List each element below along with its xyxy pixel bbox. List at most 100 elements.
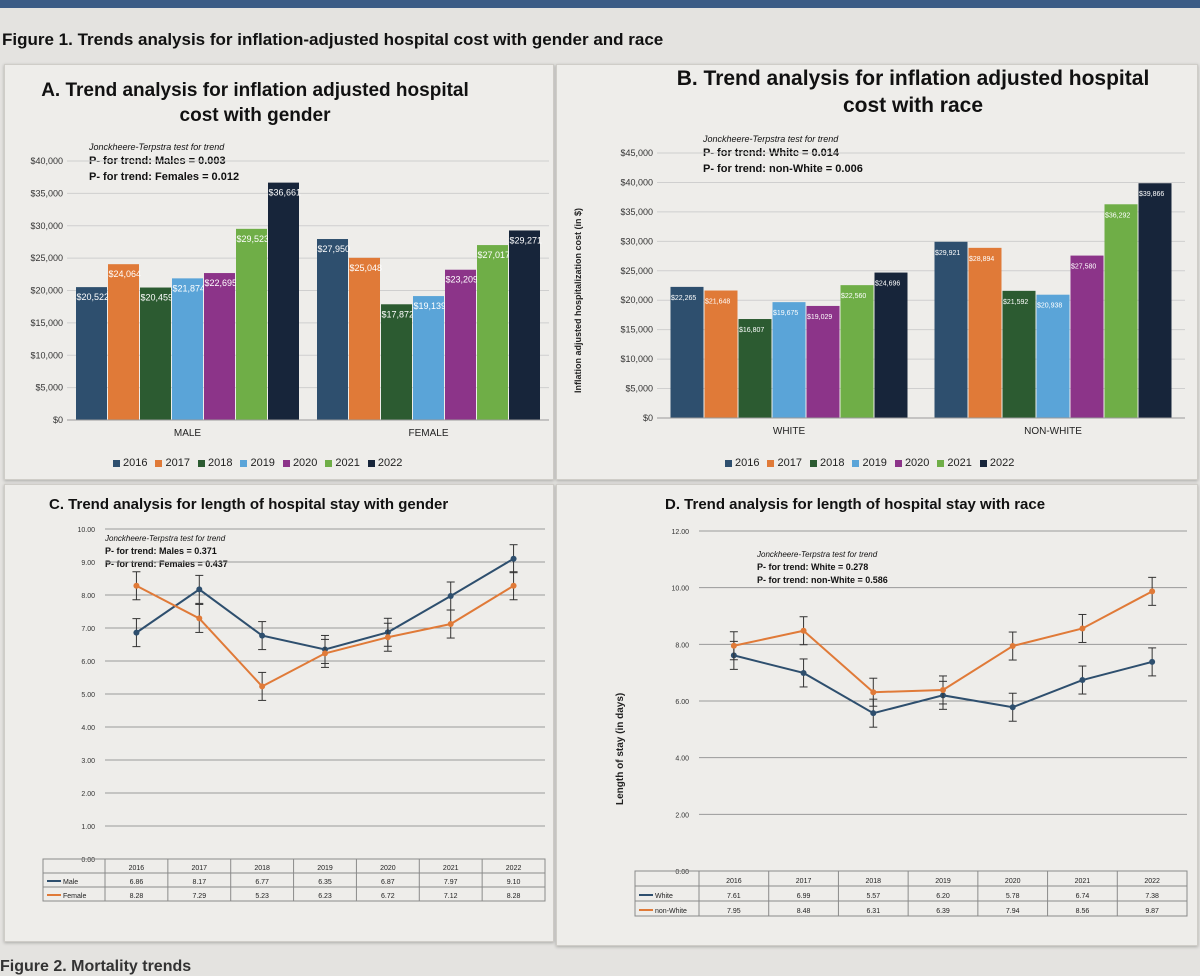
table-value-cell: 7.94 (1006, 908, 1020, 915)
panel-b-bar-chart: $0 $5,000 $10,000 $15,000 $20,000 $25,000 $30,… (620, 148, 1185, 437)
panel-c-los-by-gender: C. Trend analysis for length of hospital… (4, 484, 554, 942)
data-table-frame (634, 870, 1188, 917)
y-tick-label: 1.00 (81, 824, 95, 831)
y-tick-label: $25,000 (620, 266, 653, 276)
data-point (730, 642, 737, 649)
panel-d-los-by-race: D. Trend analysis for length of hospital… (556, 484, 1198, 946)
y-tick-label: 10.00 (77, 527, 95, 534)
bar-2022-female (509, 230, 540, 420)
table-series-name: Female (63, 893, 86, 900)
bar-2016-female (317, 239, 348, 420)
data-point (940, 686, 946, 693)
y-tick-label: 12.00 (671, 529, 689, 536)
table-value-cell: 6.87 (381, 879, 395, 886)
bar-2022-male (268, 182, 299, 420)
table-value-cell: 6.35 (318, 879, 332, 886)
x-tick-label: 2020 (1005, 878, 1021, 885)
y-tick-label: $35,000 (30, 188, 63, 198)
panel-b-p-nonwhite: P- for trend: non-White = 0.006 (703, 162, 863, 175)
legend-label: 2017 (777, 457, 802, 469)
legend-item-2018: 2018 (197, 457, 232, 469)
y-tick-label: $20,000 (30, 286, 63, 296)
x-tick-label: 2021 (443, 865, 459, 872)
y-tick-label: 4.00 (81, 725, 95, 732)
x-tick-label: 2016 (726, 878, 742, 885)
legend-item-2021: 2021 (325, 457, 360, 469)
bar-value-label: $29,271 (510, 235, 543, 245)
bar-2020-female (445, 269, 476, 420)
panel-a-legend: 2016 2017 2018 2019 2020 2021 2022 (113, 457, 402, 469)
bar-value-label: $29,523 (237, 234, 270, 244)
bar-value-label: $17,872 (382, 309, 415, 319)
legend-swatch (113, 459, 120, 467)
y-tick-label: 0.00 (81, 857, 95, 864)
panel-d-p-nonwhite: P- for trend: non-White = 0.586 (757, 574, 888, 585)
bar-value-label: $28,894 (969, 256, 994, 263)
bar-2019-non-white (1036, 294, 1070, 418)
y-tick-label: 8.00 (81, 593, 95, 600)
panel-a-bar-chart: $0 $5,000 $10,000 $15,000 $20,000 $25,000 $30,… (30, 156, 549, 439)
figure-2-title: Figure 2. Mortality trends (0, 958, 192, 975)
legend-label: 2020 (292, 457, 318, 469)
legend-swatch (155, 459, 163, 467)
table-value-cell: 6.20 (936, 893, 950, 900)
x-tick-label: 2018 (865, 878, 881, 885)
bar-value-label: $19,139 (414, 301, 447, 311)
panel-a-title-line2: cost with gender (179, 104, 331, 126)
legend-item-2016: 2016 (113, 457, 147, 469)
x-tick-label: 2018 (254, 865, 270, 872)
bar-value-label: $29,921 (935, 250, 960, 257)
bar-2018-female (381, 304, 412, 420)
bar-value-label: $27,017 (478, 250, 511, 260)
panel-a-title: A. Trend analysis for inflation adjusted… (25, 79, 485, 128)
legend-item-2022: 2022 (979, 457, 1014, 469)
table-value-cell: 6.72 (381, 893, 395, 900)
bar-2018-male (140, 287, 171, 420)
x-tick-label: 2017 (796, 878, 812, 885)
data-point (870, 689, 877, 696)
data-point (196, 615, 203, 622)
bar-value-label: $24,064 (109, 269, 142, 279)
y-tick-label: 9.00 (81, 560, 95, 567)
legend-label: 2017 (165, 457, 190, 469)
bar-value-label: $21,592 (1003, 299, 1028, 306)
y-tick-label: $15,000 (30, 318, 63, 328)
panel-a-cost-by-gender: A. Trend analysis for inflation adjusted… (4, 64, 554, 480)
panel-c-test-note: Jonckheere-Terpstra test for trend P- fo… (105, 533, 228, 571)
panel-c-p-males: P- for trend: Males = 0.371 (105, 545, 217, 556)
y-tick-label: 10.00 (671, 586, 689, 593)
data-point (870, 710, 877, 717)
y-tick-label: $5,000 (625, 384, 653, 394)
bar-2017-male (108, 264, 139, 420)
table-value-cell: 6.86 (130, 879, 144, 886)
bar-value-label: $16,807 (739, 327, 764, 334)
y-tick-label: $40,000 (30, 156, 63, 166)
legend-item-2022: 2022 (367, 457, 402, 469)
category-label: MALE (174, 428, 202, 439)
category-label: NON-WHITE (1024, 426, 1082, 437)
table-value-cell: 7.38 (1145, 893, 1159, 900)
bar-2020-non-white (1070, 255, 1104, 418)
panel-c-title: C. Trend analysis for length of hospital… (49, 496, 449, 513)
data-point (1009, 704, 1016, 711)
table-value-cell: 6.23 (318, 893, 332, 900)
table-value-cell: 6.99 (797, 893, 811, 900)
bar-value-label: $22,695 (205, 278, 238, 288)
data-point (800, 627, 807, 634)
bar-2019-white (772, 302, 806, 418)
data-point (384, 634, 391, 641)
panel-d-test-note: Jonckheere-Terpstra test for trend P- fo… (757, 549, 888, 587)
legend-item-2021: 2021 (937, 457, 972, 469)
panel-c-test-name: Jonckheere-Terpstra test for trend (105, 534, 226, 543)
x-tick-label: 2017 (191, 865, 207, 872)
legend-item-2020: 2020 (894, 457, 929, 469)
bar-value-label: $20,459 (141, 293, 174, 303)
bar-2020-white (806, 305, 840, 418)
data-point (510, 555, 517, 562)
legend-label: 2016 (123, 457, 148, 469)
bar-2021-non-white (1104, 204, 1138, 418)
data-point (259, 683, 266, 690)
table-value-cell: 7.61 (727, 893, 741, 900)
data-point (447, 621, 454, 628)
table-value-cell: 7.95 (727, 908, 741, 915)
